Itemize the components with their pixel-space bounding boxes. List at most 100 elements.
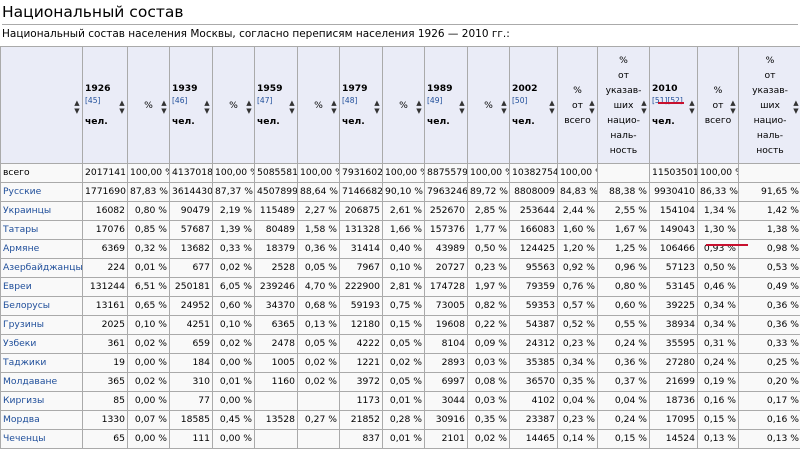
sort-arrows-icon[interactable]: ▲▼ xyxy=(204,99,210,115)
percent-label: % xyxy=(314,100,323,111)
nationality-link[interactable]: Украинцы xyxy=(3,205,51,216)
col-header-percent[interactable]: %▲▼ xyxy=(468,47,510,164)
sort-arrows-icon[interactable]: ▲▼ xyxy=(689,99,695,115)
header-text: ших xyxy=(741,98,799,113)
unit-label: чел. xyxy=(172,114,210,129)
table-cell: 14524 xyxy=(650,430,698,449)
row-name-cell: Грузины xyxy=(1,316,83,335)
nationality-link[interactable]: Русские xyxy=(3,186,41,197)
table-cell: 21699 xyxy=(650,373,698,392)
table-cell: 0,17 % xyxy=(739,392,800,411)
table-cell: 0,13 % xyxy=(298,316,340,335)
sort-arrows-icon[interactable]: ▲▼ xyxy=(161,99,167,115)
nationality-link[interactable]: Армяне xyxy=(3,243,39,254)
nationality-link[interactable]: Чеченцы xyxy=(3,433,46,444)
table-cell: 0,02 % xyxy=(383,354,425,373)
sort-arrows-icon[interactable]: ▲▼ xyxy=(246,99,252,115)
nationality-link[interactable]: Татары xyxy=(3,224,38,235)
sort-arrows-icon[interactable]: ▲▼ xyxy=(589,99,595,115)
year-label: 1926 xyxy=(85,81,125,96)
table-cell: 0,03 % xyxy=(468,354,510,373)
row-name-cell: Украинцы xyxy=(1,202,83,221)
col-header-year-1959[interactable]: 1959[47]чел.▲▼ xyxy=(255,47,298,164)
table-cell: 2,61 % xyxy=(383,202,425,221)
nationality-link[interactable]: Грузины xyxy=(3,319,44,330)
table-cell: 1173 xyxy=(340,392,383,411)
nationality-link[interactable]: Таджики xyxy=(3,357,46,368)
table-cell: 17076 xyxy=(83,221,128,240)
sort-arrows-icon[interactable]: ▲▼ xyxy=(501,99,507,115)
table-cell: 1,58 % xyxy=(298,221,340,240)
table-cell: 2,27 % xyxy=(298,202,340,221)
table-cell: 0,02 % xyxy=(213,335,255,354)
row-name-cell: всего xyxy=(1,164,83,183)
table-cell: 0,34 % xyxy=(698,297,739,316)
nationality-link[interactable]: Мордва xyxy=(3,414,40,425)
nationality-link[interactable]: Евреи xyxy=(3,281,32,292)
table-cell: 8875579 xyxy=(425,164,468,183)
sort-arrows-icon[interactable]: ▲▼ xyxy=(119,99,125,115)
nationality-link[interactable]: Азербайджанцы xyxy=(3,262,83,273)
table-cell: 35595 xyxy=(650,335,698,354)
sort-arrows-icon[interactable]: ▲▼ xyxy=(289,99,295,115)
table-cell: 3614430 xyxy=(170,183,213,202)
table-cell: 3972 xyxy=(340,373,383,392)
nationality-link[interactable]: Узбеки xyxy=(3,338,36,349)
nationality-link[interactable]: Киргизы xyxy=(3,395,44,406)
year-label: 1959 xyxy=(257,81,295,96)
sort-arrows-icon[interactable]: ▲▼ xyxy=(331,99,337,115)
table-cell: 19608 xyxy=(425,316,468,335)
col-header-percent[interactable]: %▲▼ xyxy=(383,47,425,164)
col-header-year-1979[interactable]: 1979[48]чел.▲▼ xyxy=(340,47,383,164)
table-cell xyxy=(255,430,298,449)
col-header-year-1939[interactable]: 1939[46]чел.▲▼ xyxy=(170,47,213,164)
sort-arrows-icon[interactable]: ▲▼ xyxy=(459,99,465,115)
sort-arrows-icon[interactable]: ▲▼ xyxy=(730,99,736,115)
col-header-percent[interactable]: %▲▼ xyxy=(213,47,255,164)
header-text: нацио- xyxy=(600,113,647,128)
sort-arrows-icon[interactable]: ▲▼ xyxy=(74,99,80,115)
col-header-year-1989[interactable]: 1989[49]чел.▲▼ xyxy=(425,47,468,164)
table-cell: 0,49 % xyxy=(739,278,800,297)
table-cell: 4251 xyxy=(170,316,213,335)
table-cell: 1,77 % xyxy=(468,221,510,240)
table-cell: 38934 xyxy=(650,316,698,335)
col-header-percent[interactable]: %▲▼ xyxy=(128,47,170,164)
table-cell: 0,02 % xyxy=(298,373,340,392)
col-header-year-2010[interactable]: 2010[51][52]чел.▲▼ xyxy=(650,47,698,164)
table-cell: 0,92 % xyxy=(558,259,598,278)
header-text: указав- xyxy=(741,83,799,98)
sort-arrows-icon[interactable]: ▲▼ xyxy=(416,99,422,115)
table-cell: 65 xyxy=(83,430,128,449)
col-header-percent[interactable]: % ▲▼ xyxy=(298,47,340,164)
table-cell: 131244 xyxy=(83,278,128,297)
nationality-link[interactable]: Белорусы xyxy=(3,300,50,311)
table-cell: 0,36 % xyxy=(298,240,340,259)
table-cell: 6997 xyxy=(425,373,468,392)
table-cell: 77 xyxy=(170,392,213,411)
table-cell: 0,50 % xyxy=(698,259,739,278)
sort-arrows-icon[interactable]: ▲▼ xyxy=(549,99,555,115)
nationality-link[interactable]: Молдаване xyxy=(3,376,57,387)
sort-arrows-icon[interactable]: ▲▼ xyxy=(374,99,380,115)
sort-arrows-icon[interactable]: ▲▼ xyxy=(641,99,647,115)
col-header-year-1926[interactable]: 1926[45]чел.▲▼ xyxy=(83,47,128,164)
header-text: % xyxy=(600,53,647,68)
table-cell: 30916 xyxy=(425,411,468,430)
col-header-name[interactable]: ▲▼ xyxy=(1,47,83,164)
sort-arrows-icon[interactable]: ▲▼ xyxy=(793,99,799,115)
table-cell: 88,64 % xyxy=(298,183,340,202)
table-cell: 0,20 % xyxy=(739,373,800,392)
col-header-year-2002[interactable]: 2002[50]чел.▲▼ xyxy=(510,47,558,164)
table-cell: 14465 xyxy=(510,430,558,449)
table-cell: 0,80 % xyxy=(598,278,650,297)
